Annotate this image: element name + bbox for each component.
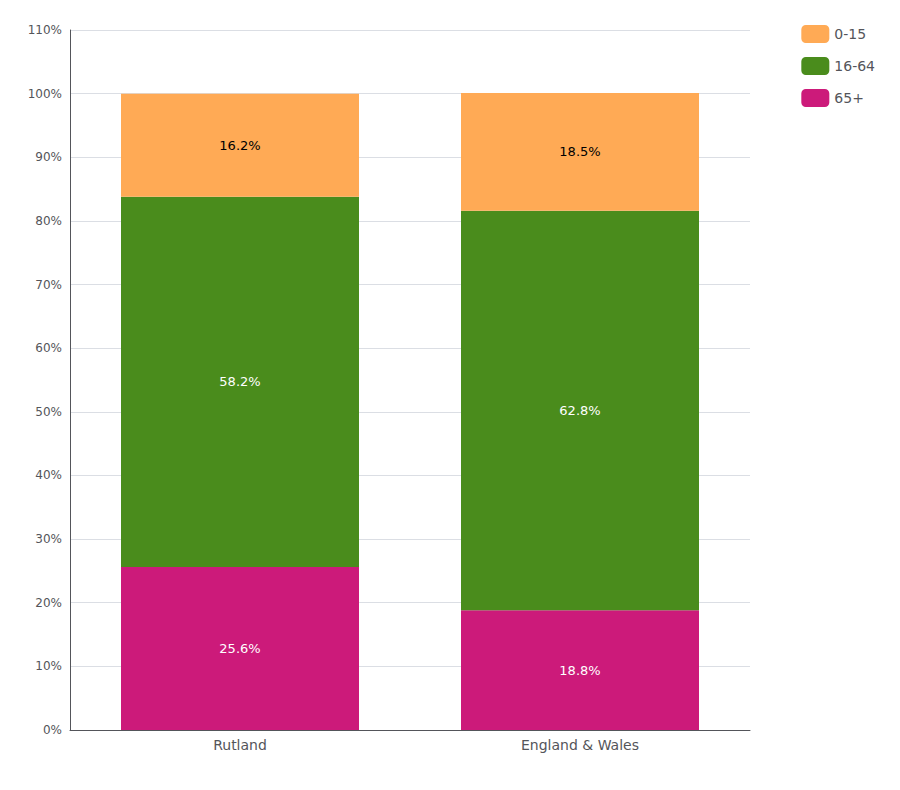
svg-text:0%: 0%: [43, 723, 62, 737]
svg-text:16.2%: 16.2%: [219, 138, 260, 153]
svg-text:50%: 50%: [35, 405, 62, 419]
svg-text:58.2%: 58.2%: [219, 374, 260, 389]
svg-text:62.8%: 62.8%: [559, 403, 600, 418]
svg-text:65+: 65+: [834, 90, 864, 106]
svg-text:18.5%: 18.5%: [559, 144, 600, 159]
svg-text:70%: 70%: [35, 278, 62, 292]
svg-text:18.8%: 18.8%: [559, 663, 600, 678]
svg-text:80%: 80%: [35, 214, 62, 228]
svg-text:25.6%: 25.6%: [219, 641, 260, 656]
svg-text:16-64: 16-64: [834, 58, 875, 74]
svg-text:England & Wales: England & Wales: [521, 737, 639, 753]
svg-text:110%: 110%: [28, 23, 62, 37]
svg-text:40%: 40%: [35, 468, 62, 482]
svg-text:90%: 90%: [35, 150, 62, 164]
svg-text:100%: 100%: [28, 87, 62, 101]
svg-text:30%: 30%: [35, 532, 62, 546]
svg-text:60%: 60%: [35, 341, 62, 355]
svg-text:20%: 20%: [35, 596, 62, 610]
svg-text:10%: 10%: [35, 659, 62, 673]
svg-text:0-15: 0-15: [834, 26, 866, 42]
svg-text:Rutland: Rutland: [213, 737, 267, 753]
